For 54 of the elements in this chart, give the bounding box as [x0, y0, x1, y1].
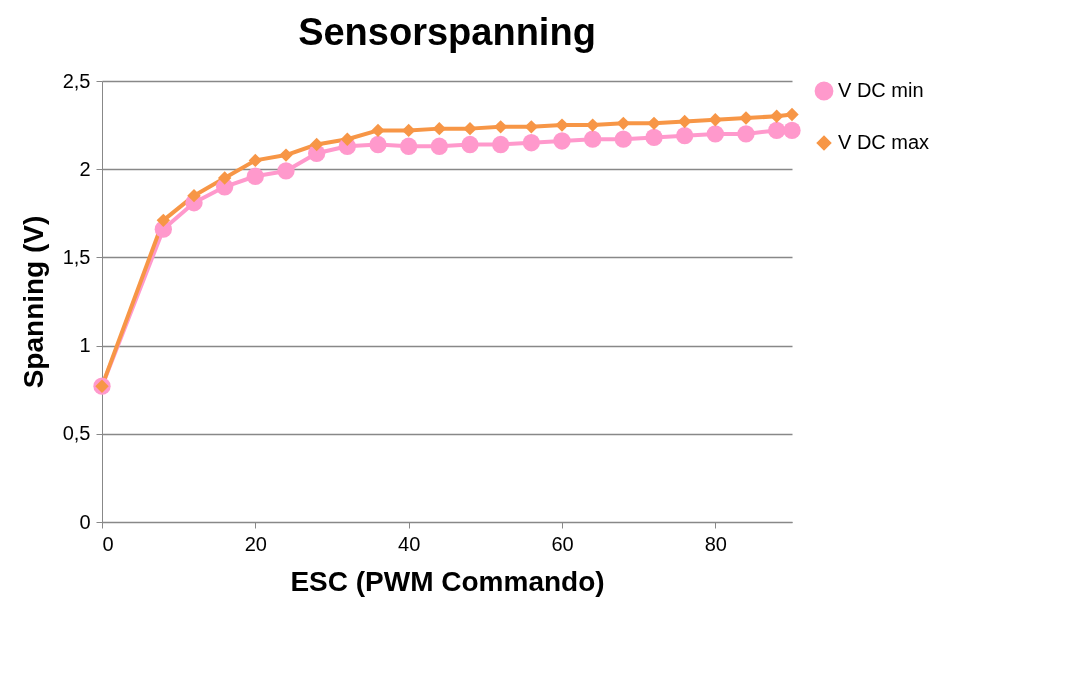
point	[708, 113, 723, 127]
x-tick-label: 40	[398, 532, 421, 555]
legend-label: V DC min	[838, 79, 924, 101]
point	[676, 127, 694, 145]
point	[156, 213, 171, 228]
point	[246, 167, 264, 185]
y-tick-label: 1,5	[62, 245, 91, 268]
point	[463, 121, 477, 136]
point	[522, 134, 540, 152]
y-axis-title: Spanning (V)	[17, 215, 49, 389]
y-tick-label: 0	[79, 510, 91, 533]
point	[677, 114, 692, 129]
point	[737, 125, 755, 143]
point	[739, 111, 753, 125]
point	[555, 118, 569, 132]
point	[768, 121, 786, 140]
x-axis-title: ESC (PWM Commando)	[290, 565, 605, 597]
point	[616, 116, 631, 131]
point	[584, 130, 602, 148]
legend-label: V DC max	[838, 131, 930, 153]
point	[706, 125, 724, 143]
point	[277, 162, 295, 180]
point	[309, 137, 324, 152]
point	[524, 120, 539, 134]
x-tick-label: 80	[704, 532, 727, 555]
chart-title: Sensorspanning	[298, 11, 596, 53]
x-tick-label: 0	[102, 532, 114, 555]
point	[371, 123, 385, 138]
point	[645, 128, 663, 147]
point	[401, 123, 416, 138]
y-tick-label: 2,5	[62, 69, 91, 92]
point	[493, 120, 508, 134]
x-tick-label: 20	[244, 532, 267, 555]
point	[785, 107, 799, 122]
point	[430, 137, 448, 155]
point	[187, 188, 201, 203]
point	[769, 109, 784, 123]
point	[432, 121, 447, 136]
y-tick-label: 0,5	[62, 422, 91, 445]
y-tick-label: 1	[79, 334, 91, 357]
point	[461, 135, 479, 154]
point	[279, 148, 293, 162]
point	[400, 137, 418, 155]
point	[217, 171, 232, 185]
y-tick-label: 2	[79, 157, 91, 180]
point	[614, 130, 632, 148]
point	[492, 135, 510, 154]
x-tick-label: 60	[551, 532, 574, 555]
point	[340, 132, 355, 146]
point	[369, 135, 387, 154]
point	[248, 153, 263, 168]
point	[647, 116, 661, 131]
point	[783, 121, 801, 140]
point	[553, 132, 571, 150]
